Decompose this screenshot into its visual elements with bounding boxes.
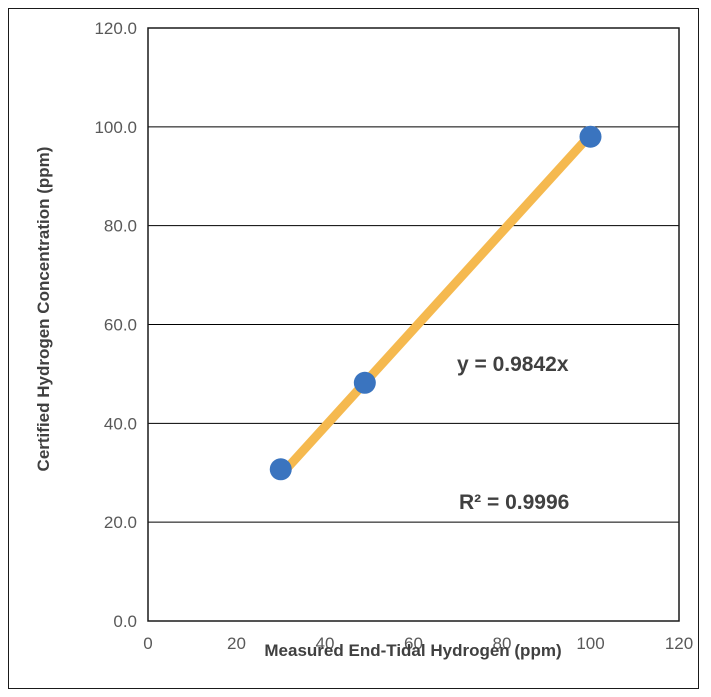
tick-layer: 0.0 20.0 40.0 60.0 80.0 100.0 120.0 0 20 40 60 80 10… bbox=[94, 19, 693, 653]
data-point bbox=[269, 458, 292, 481]
x-tick-label: 80 bbox=[493, 634, 512, 653]
y-tick-label: 60.0 bbox=[104, 316, 137, 335]
trendline-equation: y = 0.9842x bbox=[457, 353, 569, 376]
data-point bbox=[579, 125, 602, 148]
data-point bbox=[353, 371, 376, 394]
chart-frame: 0.0 20.0 40.0 60.0 80.0 100.0 120.0 0 20 40 60 80 10… bbox=[8, 8, 699, 689]
trendline bbox=[276, 130, 595, 480]
y-tick-label: 120.0 bbox=[94, 19, 137, 38]
x-tick-label: 120 bbox=[665, 634, 693, 653]
x-tick-label: 20 bbox=[227, 634, 246, 653]
y-tick-label: 80.0 bbox=[104, 217, 137, 236]
chart: 0.0 20.0 40.0 60.0 80.0 100.0 120.0 0 20 40 60 80 10… bbox=[34, 19, 693, 660]
plot-area bbox=[147, 27, 680, 622]
y-axis-title: Certified Hydrogen Concentration (ppm) bbox=[34, 147, 53, 472]
y-tick-label: 40.0 bbox=[104, 414, 137, 433]
x-axis-title: Measured End-Tidal Hydrogen (ppm) bbox=[264, 641, 561, 660]
x-tick-label: 100 bbox=[576, 634, 604, 653]
point-layer bbox=[269, 125, 602, 481]
x-tick-label: 60 bbox=[404, 634, 423, 653]
y-tick-label: 0.0 bbox=[113, 612, 137, 631]
r-squared-label: R² = 0.9996 bbox=[459, 491, 569, 514]
trendline-layer bbox=[276, 130, 595, 480]
y-tick-label: 20.0 bbox=[104, 513, 137, 532]
x-tick-label: 0 bbox=[143, 634, 152, 653]
y-tick-label: 100.0 bbox=[94, 118, 137, 137]
x-tick-label: 40 bbox=[316, 634, 335, 653]
